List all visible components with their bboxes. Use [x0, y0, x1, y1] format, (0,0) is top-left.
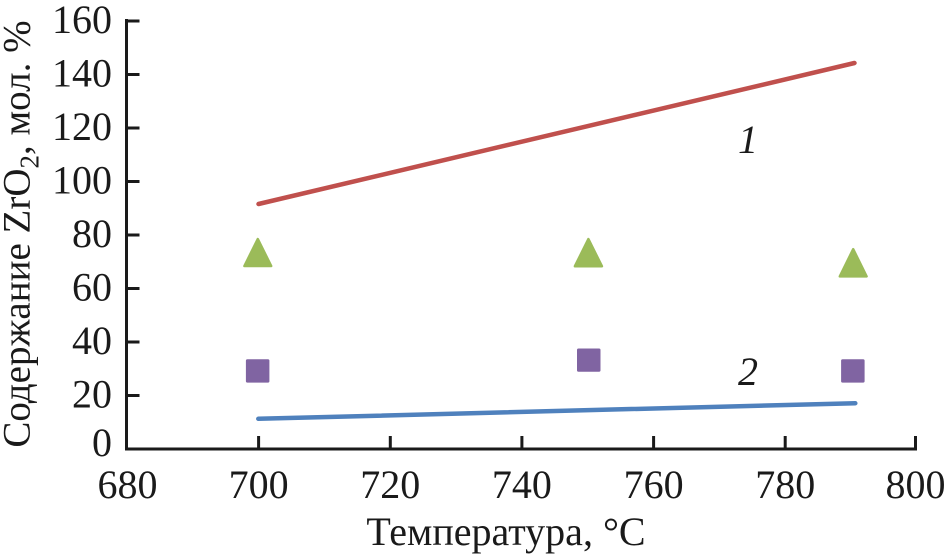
- svg-text:60: 60: [72, 265, 112, 310]
- svg-text:120: 120: [52, 104, 112, 149]
- svg-text:0: 0: [92, 420, 112, 465]
- svg-text:740: 740: [492, 462, 552, 507]
- svg-text:760: 760: [624, 462, 684, 507]
- svg-text:80: 80: [72, 211, 112, 256]
- svg-text:20: 20: [72, 372, 112, 417]
- svg-text:800: 800: [886, 462, 945, 507]
- svg-text:Температура, °C: Температура, °C: [366, 509, 645, 554]
- svg-text:780: 780: [755, 462, 815, 507]
- svg-text:1: 1: [738, 117, 758, 162]
- svg-text:Содержание ZrO2, мол. %: Содержание ZrO2, мол. %: [0, 20, 45, 447]
- svg-text:100: 100: [52, 158, 112, 203]
- svg-text:140: 140: [52, 51, 112, 96]
- svg-text:720: 720: [360, 462, 420, 507]
- svg-text:40: 40: [72, 318, 112, 363]
- svg-text:700: 700: [229, 462, 289, 507]
- svg-text:680: 680: [98, 462, 158, 507]
- svg-text:160: 160: [52, 0, 112, 42]
- svg-text:2: 2: [738, 349, 758, 394]
